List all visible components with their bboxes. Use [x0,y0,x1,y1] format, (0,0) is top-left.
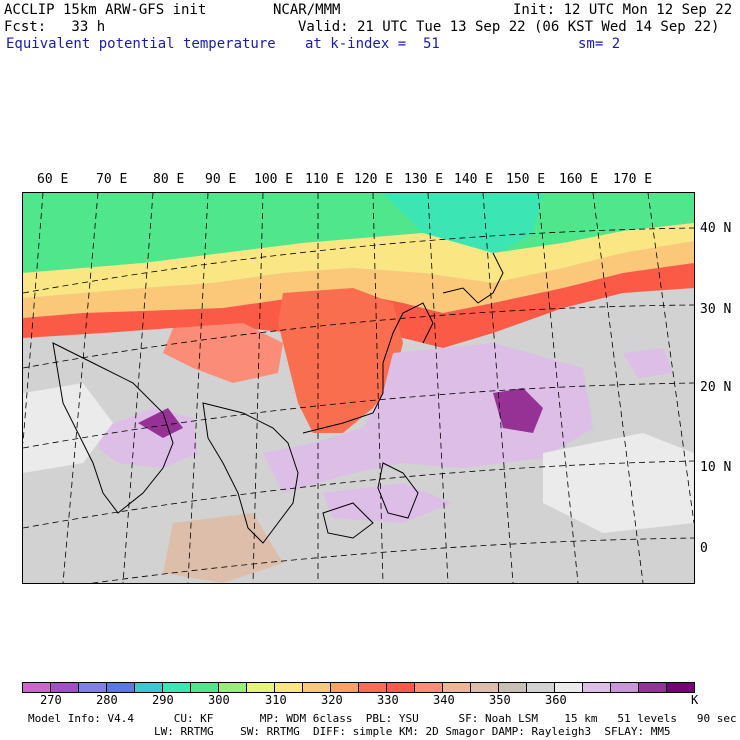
colorbar-label: 310 [265,693,287,707]
colorbar-label: 340 [433,693,455,707]
lat-label: 20 N [700,380,732,395]
colorbar-swatch [527,683,555,692]
colorbar-swatch [247,683,275,692]
theta-e-map [22,192,695,584]
colorbar-swatch [387,683,415,692]
colorbar-label: 320 [321,693,343,707]
valid-time: Valid: 21 UTC Tue 13 Sep 22 (06 KST Wed … [298,19,720,35]
smoothing: sm= 2 [578,36,621,52]
organization: NCAR/MMM [273,2,341,18]
lat-label: 40 N [700,221,732,236]
model-info-line2: LW: RRTMG SW: RRTMG DIFF: simple KM: 2D … [154,725,671,738]
colorbar-swatch [499,683,527,692]
lon-label: 90 E [205,172,237,187]
colorbar-label: 280 [96,693,118,707]
colorbar-swatch [219,683,247,692]
graticule [23,193,694,583]
level-index: at k-index = 51 [305,36,440,52]
coastlines [52,252,504,544]
colorbar-label: 270 [40,693,62,707]
colorbar-swatch [51,683,79,692]
lon-label: 70 E [96,172,128,187]
colorbar-swatch [611,683,639,692]
field-purple-bengal [138,408,183,438]
field-light-grey-2 [23,383,113,473]
field-salmon-plateau [163,323,283,383]
field-purple-pacific [493,388,543,433]
colorbar-swatch [303,683,331,692]
field-red-china [278,288,403,433]
colorbar-swatch [79,683,107,692]
colorbar-swatch [667,683,694,692]
lat-label: 30 N [700,302,732,317]
lon-label: 80 E [153,172,185,187]
lat-label: 0 [700,541,708,556]
colorbar-label: 350 [489,693,511,707]
field-teal-north [383,193,543,263]
colorbar-label: 330 [377,693,399,707]
forecast-hour: Fcst: 33 h [4,19,106,35]
field-tan-south [163,513,283,583]
colorbar-swatch [331,683,359,692]
colorbar-swatch [359,683,387,692]
colorbar-label: 290 [152,693,174,707]
colorbar-swatch [639,683,667,692]
colorbar-swatch [23,683,51,692]
lon-label: 120 E [354,172,394,187]
lon-label: 160 E [559,172,599,187]
field-yellow-band [23,223,694,298]
colorbar-swatch [555,683,583,692]
color-scale-bar [22,682,695,693]
colorbar-label: 360 [545,693,567,707]
colorbar-label: 300 [208,693,230,707]
colorbar-swatch [107,683,135,692]
colorbar-swatch [583,683,611,692]
lon-label: 130 E [404,172,444,187]
lat-label: 10 N [700,460,732,475]
field-lavender-east [623,348,673,378]
colorbar-unit: K [691,693,699,707]
field-lavender-pacific [263,343,593,493]
colorbar-swatch [163,683,191,692]
field-orange-band [23,241,694,318]
colorbar-swatch [275,683,303,692]
lon-label: 150 E [506,172,546,187]
lon-label: 110 E [305,172,345,187]
lon-label: 170 E [613,172,653,187]
colorbar-swatch [191,683,219,692]
colorbar-swatch [415,683,443,692]
colorbar-swatch [135,683,163,692]
colorbar-swatch [443,683,471,692]
model-info-line1: Model Info: V4.4 CU: KF MP: WDM 6class P… [28,712,737,725]
colorbar-swatch [471,683,499,692]
lon-label: 140 E [454,172,494,187]
field-lavender-sea [323,483,453,523]
lon-label: 100 E [254,172,294,187]
init-time: Init: 12 UTC Mon 12 Sep 22 [513,2,733,18]
field-light-grey-1 [543,433,694,533]
lon-label: 60 E [37,172,69,187]
model-title: ACCLIP 15km ARW-GFS init [4,2,207,18]
field-name: Equivalent potential temperature [6,36,276,52]
